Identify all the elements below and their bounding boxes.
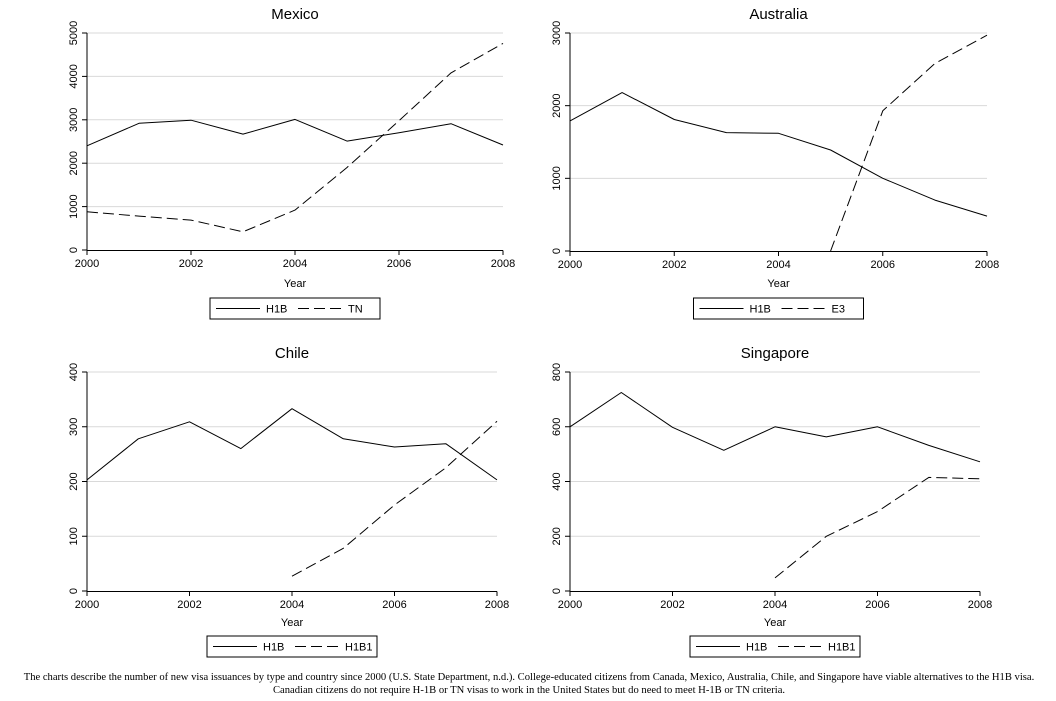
- legend-label-h1b1: H1B1: [345, 642, 373, 654]
- series-line-h1b1: [291, 420, 498, 577]
- chart-panel-chile: 0 100 200 300 400 2000 2002 2004 2006 2008 Chile Ye…: [68, 345, 509, 658]
- series-line-h1b: [86, 408, 498, 481]
- legend-box: [206, 635, 378, 658]
- x-tick-label: 2008: [975, 259, 999, 271]
- y-tick-label: 5000: [68, 21, 80, 45]
- x-tick-label: 2006: [382, 599, 406, 611]
- x-tick-label: 2008: [485, 599, 509, 611]
- series-line-e3: [830, 34, 988, 252]
- x-tick-label: 2002: [177, 599, 201, 611]
- y-tick-label: 600: [551, 418, 563, 436]
- legend-label-h1b1: H1B1: [828, 642, 856, 654]
- chart-title: Mexico: [271, 6, 319, 23]
- y-tick-label: 400: [551, 472, 563, 490]
- series-line-h1b1: [774, 476, 981, 579]
- legend-label-h1b: H1B: [263, 642, 284, 654]
- chart-title: Chile: [275, 345, 309, 362]
- legend-label-h1b: H1B: [750, 304, 771, 316]
- x-axis-label: Year: [764, 617, 787, 629]
- y-tick-label: 800: [551, 363, 563, 381]
- legend-label-h1b: H1B: [746, 642, 767, 654]
- x-tick-label: 2008: [968, 599, 992, 611]
- legend: H1B TN: [209, 297, 381, 320]
- x-tick-label: 2002: [660, 599, 684, 611]
- y-tick-label: 100: [68, 527, 80, 545]
- y-tick-label: 1000: [68, 194, 80, 218]
- legend-label-e3: E3: [832, 304, 845, 316]
- x-tick-label: 2006: [865, 599, 889, 611]
- x-tick-label: 2002: [662, 259, 686, 271]
- legend-box: [693, 297, 864, 320]
- x-axis-label: Year: [281, 617, 304, 629]
- y-tick-label: 0: [551, 248, 563, 254]
- series-line-h1b: [569, 92, 988, 217]
- x-tick-label: 2004: [280, 599, 304, 611]
- x-tick-label: 2006: [387, 258, 411, 270]
- chart-panel-mexico: 0 1000 2000 3000 4000 5000 2000 2002 2004 2006 200…: [68, 6, 515, 320]
- legend: H1B H1B1: [206, 635, 378, 658]
- y-tick-label: 3000: [551, 21, 563, 45]
- chart-title: Australia: [749, 6, 808, 23]
- y-tick-label: 400: [68, 363, 80, 381]
- x-tick-label: 2000: [75, 258, 99, 270]
- x-tick-label: 2004: [283, 258, 307, 270]
- x-tick-label: 2000: [75, 599, 99, 611]
- y-tick-label: 200: [551, 527, 563, 545]
- y-tick-label: 0: [68, 247, 80, 253]
- x-tick-label: 2008: [491, 258, 515, 270]
- x-tick-label: 2002: [179, 258, 203, 270]
- chart-title: Singapore: [741, 345, 809, 362]
- series-line-h1b: [86, 118, 504, 147]
- legend-box: [689, 635, 861, 658]
- y-tick-label: 0: [68, 588, 80, 594]
- x-tick-label: 2000: [558, 259, 582, 271]
- legend: H1B E3: [693, 297, 864, 320]
- y-tick-label: 0: [551, 588, 563, 594]
- legend-box: [209, 297, 381, 320]
- x-axis-label: Year: [767, 278, 790, 290]
- x-tick-label: 2004: [766, 259, 790, 271]
- y-tick-label: 4000: [68, 64, 80, 88]
- x-tick-label: 2004: [763, 599, 787, 611]
- x-axis-label: Year: [284, 278, 307, 290]
- legend-label-tn: TN: [348, 304, 363, 316]
- y-tick-label: 2000: [68, 151, 80, 175]
- x-tick-label: 2006: [871, 259, 895, 271]
- x-tick-label: 2000: [558, 599, 582, 611]
- y-tick-label: 200: [68, 472, 80, 490]
- y-tick-label: 1000: [551, 166, 563, 190]
- y-tick-label: 2000: [551, 93, 563, 117]
- series-line-h1b: [569, 392, 981, 463]
- series-line-tn: [86, 42, 504, 233]
- chart-panel-singapore: 0 200 400 600 800 2000 2002 2004 2006 2008 Singapo…: [551, 345, 992, 658]
- chart-panel-australia: 0 1000 2000 3000 2000 2002 2004 2006 2008 Austral…: [551, 6, 999, 320]
- legend-label-h1b: H1B: [266, 304, 287, 316]
- y-tick-label: 300: [68, 418, 80, 436]
- figure-caption: The charts describe the number of new vi…: [23, 672, 1035, 696]
- y-tick-label: 3000: [68, 108, 80, 132]
- legend: H1B H1B1: [689, 635, 861, 658]
